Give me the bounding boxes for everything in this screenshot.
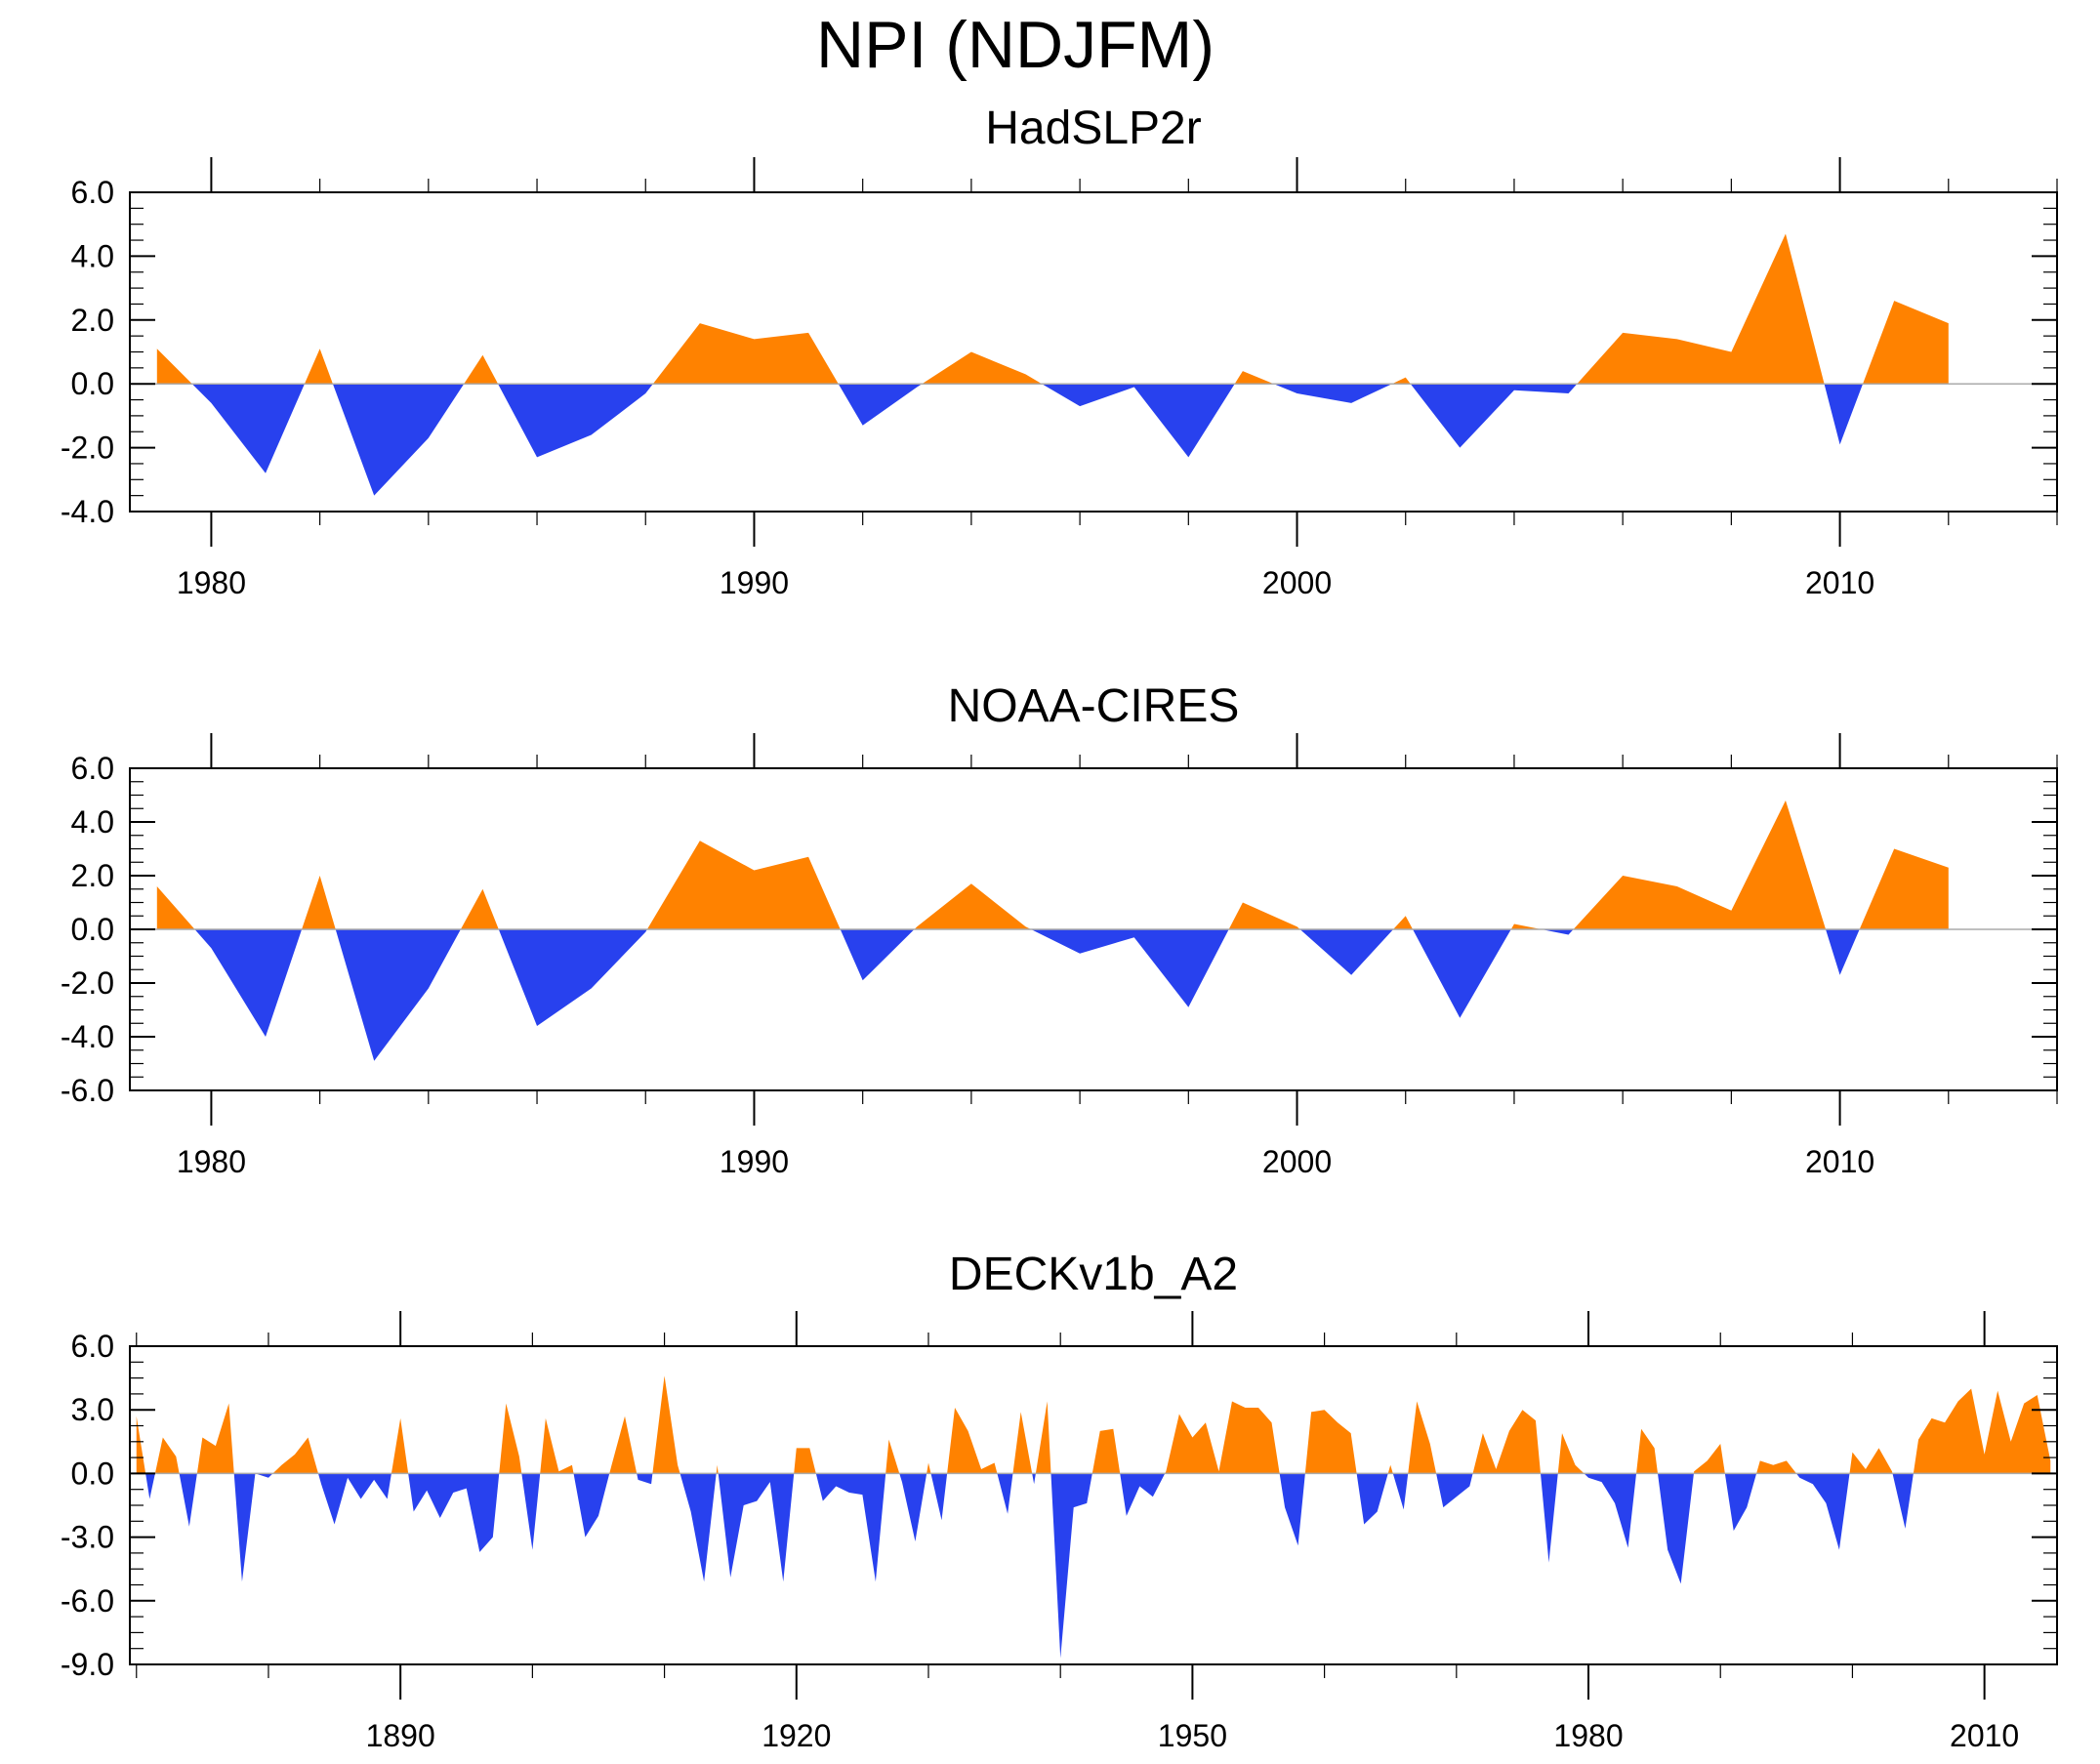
x-tick-label: 2000 [1262,565,1332,600]
x-tick-label: 2010 [1805,565,1874,600]
x-tick-label: 1990 [720,565,789,600]
y-tick-label: 3.0 [71,1392,114,1427]
y-tick-label: 6.0 [71,175,114,210]
panel-hadslp2r: -4.0 -2.0 0.0 2.0 4.0 6.0 1980 1990 2000 2010 [61,157,2058,600]
x-tick-label: 2000 [1262,1144,1332,1179]
x-tick-label: 1990 [720,1144,789,1179]
plot-frame-deckv1b-a2 [129,1345,2058,1665]
y-tick-label: 0.0 [71,1456,114,1491]
y-tick-label: 0.0 [71,366,114,401]
negative-area-noaa-cires [156,929,1949,1061]
y-tick-label: -6.0 [61,1583,114,1619]
positive-area-hadslp2r [156,233,1949,385]
x-tick-label: 1890 [366,1718,435,1753]
y-tick-label: 4.0 [71,238,114,273]
y-tick-label: -4.0 [61,494,114,529]
panel-deckv1b-a2: -9.0 -6.0 -3.0 0.0 3.0 6.0 1890 1920 1950 1980 201… [61,1311,2058,1753]
y-tick-label: 6.0 [71,751,114,786]
x-tick-label: 1980 [177,565,246,600]
panel-title-hadslp2r: HadSLP2r [985,103,1202,154]
y-tick-label: -9.0 [61,1647,114,1682]
y-tick-label: 4.0 [71,804,114,840]
x-tick-label: 1920 [762,1718,831,1753]
x-tick-label: 1980 [1553,1718,1623,1753]
y-tick-label: 6.0 [71,1329,114,1364]
x-tick-label: 2010 [1950,1718,2019,1753]
panel-title-deckv1b-a2: DECKv1b_A2 [948,1249,1239,1300]
panel-noaa-cires: -6.0 -4.0 -2.0 0.0 2.0 4.0 6.0 1980 1990 2000 2010 [61,733,2058,1179]
y-tick-label: -4.0 [61,1019,114,1054]
positive-area-deckv1b-a2 [136,1375,2051,1474]
y-tick-label: 2.0 [71,858,114,893]
x-tick-label: 1980 [177,1144,246,1179]
negative-area-hadslp2r [156,384,1949,496]
y-tick-label: 2.0 [71,303,114,338]
chart-main-title: NPI (NDJFM) [816,8,1215,82]
y-tick-label: -3.0 [61,1520,114,1555]
y-tick-label: -6.0 [61,1073,114,1108]
x-tick-label: 1950 [1158,1718,1227,1753]
panel-title-noaa-cires: NOAA-CIRES [947,680,1240,732]
negative-area-deckv1b-a2 [136,1473,2051,1659]
y-tick-label: -2.0 [61,965,114,1001]
positive-area-noaa-cires [156,800,1949,929]
y-tick-label: -2.0 [61,431,114,466]
x-tick-label: 2010 [1805,1144,1874,1179]
y-tick-label: 0.0 [71,912,114,947]
